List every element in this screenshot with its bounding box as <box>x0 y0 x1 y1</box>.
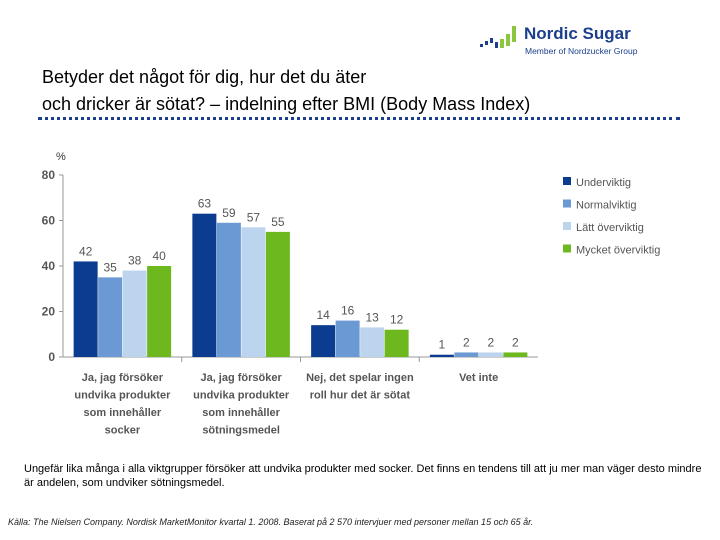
bar-value-label: 59 <box>222 206 236 220</box>
bar <box>503 352 528 357</box>
bar-value-label: 42 <box>79 244 93 258</box>
bar-value-label: 2 <box>488 335 495 349</box>
x-category-label: som innehåller <box>202 407 280 419</box>
legend-label: Lätt överviktig <box>576 222 644 234</box>
y-tick-label: 20 <box>42 305 56 319</box>
bar <box>454 352 479 357</box>
x-category-label: undvika produkter <box>193 390 290 402</box>
logo-subtitle: Member of Nordzucker Group <box>525 46 638 56</box>
bar <box>216 222 241 357</box>
source-note: Källa: The Nielsen Company. Nordisk Mark… <box>8 517 534 527</box>
bar <box>192 213 217 357</box>
title-divider <box>38 117 680 120</box>
bar-value-label: 12 <box>390 313 404 327</box>
y-tick-label: 80 <box>42 168 56 182</box>
bar-value-label: 14 <box>316 308 330 322</box>
nordic-sugar-logo: Nordic Sugar Member of Nordzucker Group <box>476 22 676 62</box>
bar <box>384 329 409 357</box>
x-category-label: Ja, jag försöker <box>82 372 164 384</box>
bar-value-label: 57 <box>247 210 261 224</box>
legend-label: Underviktig <box>576 177 631 189</box>
legend-swatch <box>563 222 571 230</box>
legend-swatch <box>563 244 571 253</box>
bar <box>73 261 98 357</box>
chart-note: Ungefär lika många i alla viktgrupper fö… <box>24 463 702 489</box>
bar-value-label: 2 <box>463 335 470 349</box>
x-category-label: socker <box>105 425 141 437</box>
page-title: Betyder det något för dig, hur det du ät… <box>42 64 642 118</box>
x-category-label: sötningsmedel <box>202 425 280 437</box>
title-line-1: Betyder det något för dig, hur det du ät… <box>42 67 367 87</box>
legend-swatch <box>563 177 571 185</box>
y-unit-label: % <box>56 151 66 163</box>
x-category-label: Ja, jag försöker <box>200 372 282 384</box>
y-tick-label: 60 <box>42 214 56 228</box>
logo-swoosh-icon <box>480 26 516 48</box>
bar <box>241 227 266 357</box>
bar <box>265 231 290 357</box>
title-line-2: och dricker är sötat? – indelning efter … <box>42 94 531 114</box>
bar-value-label: 35 <box>103 260 117 274</box>
x-category-label: roll hur det är sötat <box>310 390 411 402</box>
x-category-label: Vet inte <box>459 372 498 384</box>
bar <box>122 270 147 357</box>
bar-value-label: 40 <box>152 249 166 263</box>
y-tick-label: 40 <box>42 259 56 273</box>
bar <box>335 320 360 357</box>
logo-name: Nordic Sugar <box>524 24 631 43</box>
bar-value-label: 16 <box>341 304 355 318</box>
bar <box>478 352 503 357</box>
x-category-label: undvika produkter <box>74 390 171 402</box>
bar-value-label: 2 <box>512 335 519 349</box>
bar-value-label: 1 <box>439 338 446 352</box>
bar-value-label: 55 <box>271 215 285 229</box>
legend-label: Normalviktig <box>576 200 637 212</box>
bar-value-label: 38 <box>128 254 142 268</box>
bar-value-label: 63 <box>198 197 212 211</box>
bar <box>360 327 385 357</box>
bmi-bar-chart: % 0 20 40 60 80 42 35 38 40 Ja, jag försöker undvik… <box>42 151 661 437</box>
x-category-label: som innehåller <box>84 407 162 419</box>
bar <box>147 266 172 357</box>
y-tick-label: 0 <box>48 350 55 364</box>
bar <box>98 277 123 357</box>
x-category-label: Nej, det spelar ingen <box>306 372 414 384</box>
bar-value-label: 13 <box>365 310 379 324</box>
bar <box>311 325 336 357</box>
bar <box>429 354 454 357</box>
legend-label: Mycket överviktig <box>576 245 660 257</box>
legend-swatch <box>563 199 571 208</box>
